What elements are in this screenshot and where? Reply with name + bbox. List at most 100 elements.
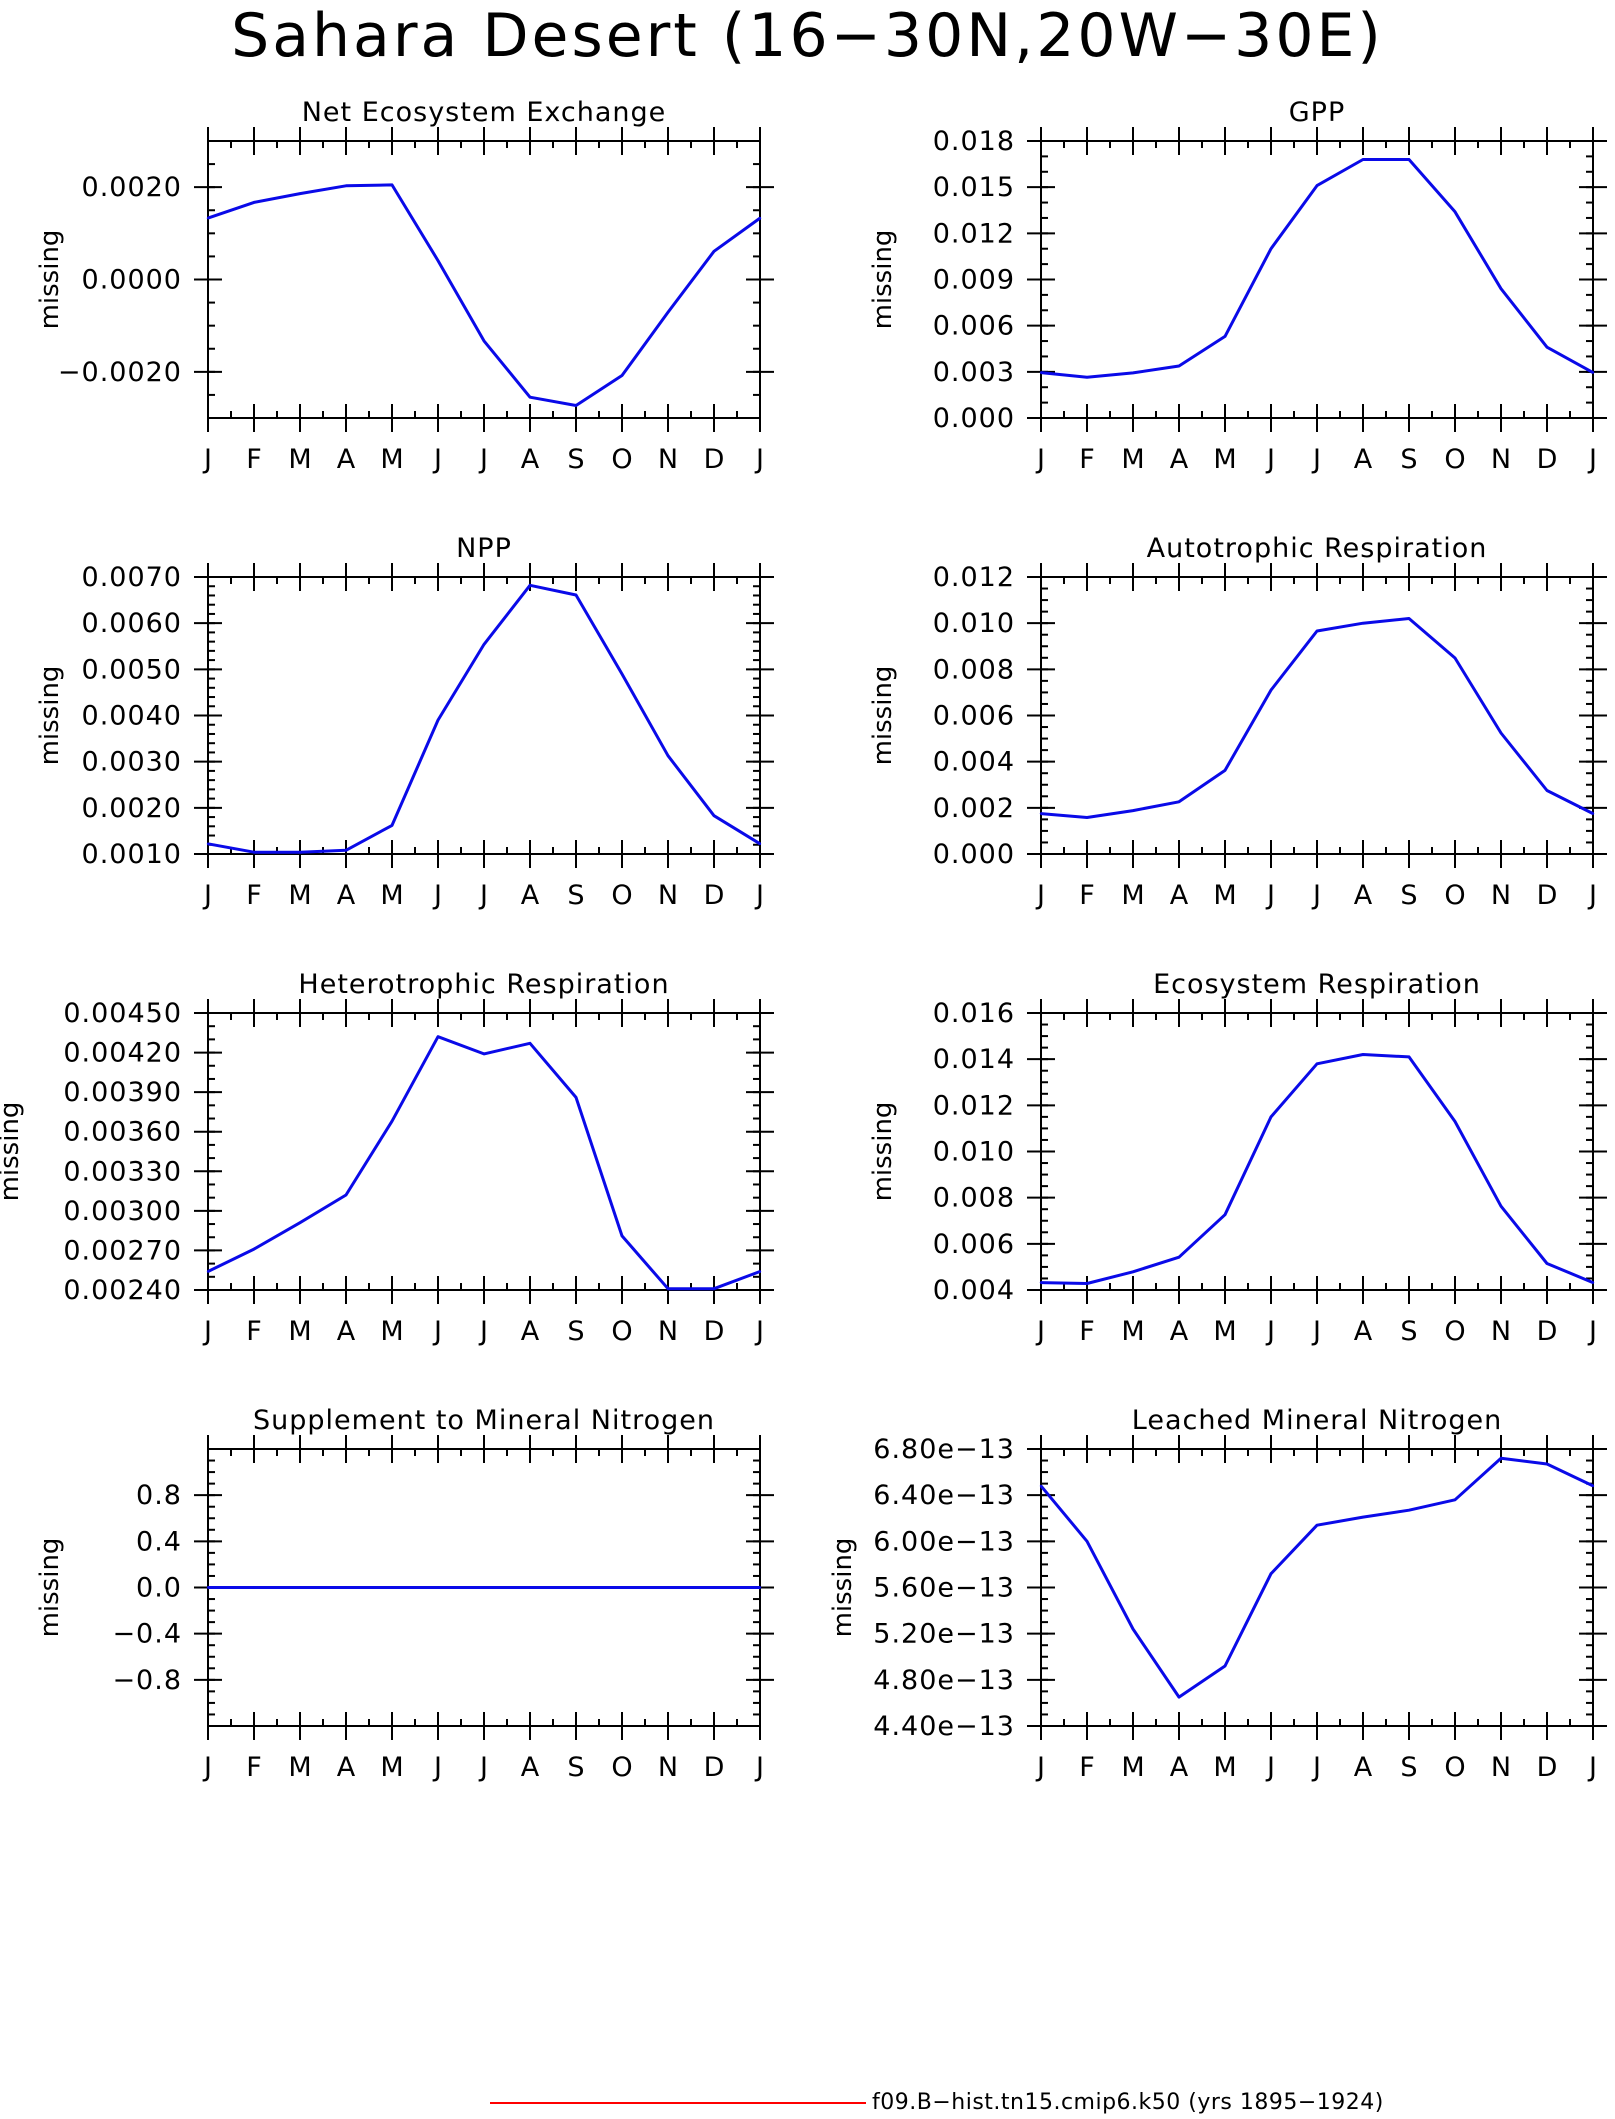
- x-tick-label: J: [1035, 444, 1045, 475]
- x-tick-label: J: [754, 444, 764, 475]
- data-point: [1039, 1281, 1043, 1284]
- series-line: [1039, 1456, 1594, 1699]
- chart-title: Ecosystem Respiration: [1153, 969, 1481, 1000]
- x-tick-label: J: [202, 1752, 212, 1783]
- y-tick-label: 0.00330: [63, 1156, 182, 1187]
- chart-title: Net Ecosystem Exchange: [302, 97, 667, 128]
- data-point: [1315, 184, 1319, 187]
- data-point: [206, 216, 210, 220]
- data-point: [1453, 1498, 1457, 1501]
- data-point: [1407, 1508, 1411, 1512]
- x-tick-label: M: [380, 444, 403, 475]
- y-tick-label: 0.00300: [63, 1196, 182, 1227]
- y-tick-label: 0.0: [136, 1573, 182, 1604]
- x-tick-label: J: [1311, 1316, 1321, 1347]
- y-tick-label: 0.006: [933, 1229, 1015, 1260]
- data-point: [1591, 812, 1595, 815]
- x-tick-label: F: [246, 1316, 262, 1347]
- x-tick-label: F: [1079, 1316, 1095, 1347]
- data-point: [574, 593, 578, 597]
- x-tick-label: M: [1121, 444, 1144, 475]
- plot-frame: [1040, 1012, 1594, 1291]
- y-tick-label: 0.012: [933, 1090, 1015, 1121]
- data-point: [206, 1270, 210, 1273]
- y-tick-label: 6.40e−13: [873, 1480, 1015, 1511]
- data-point: [1591, 1281, 1595, 1284]
- y-tick-label: 0.018: [933, 126, 1015, 157]
- y-tick-label: 0.0020: [82, 793, 182, 824]
- data-point: [1545, 346, 1549, 349]
- data-point: [1315, 1523, 1319, 1527]
- y-tick-label: 4.40e−13: [873, 1711, 1015, 1742]
- x-tick-label: J: [754, 880, 764, 911]
- data-point: [620, 1586, 624, 1589]
- y-tick-label: 0.012: [933, 218, 1015, 249]
- data-point: [1315, 629, 1319, 633]
- x-tick-label: F: [1079, 444, 1095, 475]
- data-point: [620, 374, 624, 377]
- x-tick-label: D: [704, 1316, 725, 1347]
- series-line: [207, 1035, 761, 1291]
- x-tick-label: S: [1400, 1316, 1417, 1347]
- x-tick-label: N: [1491, 880, 1511, 911]
- data-point: [390, 824, 394, 827]
- data-point: [1223, 769, 1227, 772]
- x-tick-label: D: [1537, 444, 1558, 475]
- data-point: [528, 396, 532, 399]
- series-line: [1040, 158, 1594, 379]
- data-point: [482, 643, 486, 646]
- data-point: [1177, 364, 1181, 368]
- x-tick-label: J: [432, 444, 442, 475]
- data-point: [1315, 1062, 1319, 1065]
- series-line: [207, 583, 761, 854]
- x-tick-label: D: [1537, 1752, 1558, 1783]
- chart-panel-6: Ecosystem Respiration missing 0.016 0.014 0.…: [868, 969, 1607, 1347]
- data-point: [252, 201, 256, 204]
- x-tick-label: J: [1265, 444, 1275, 475]
- x-tick-label: J: [1311, 444, 1321, 475]
- x-tick-label: S: [567, 880, 584, 911]
- x-tick-label: A: [337, 1316, 356, 1347]
- data-point: [1039, 812, 1043, 815]
- data-point: [1407, 617, 1411, 620]
- data-point: [528, 1586, 532, 1589]
- y-tick-label: 0.0030: [82, 747, 182, 778]
- data-point: [528, 1042, 532, 1045]
- y-tick-label: 0.010: [933, 1137, 1015, 1168]
- x-tick-label: A: [1354, 444, 1373, 475]
- data-point: [1269, 1572, 1273, 1575]
- data-point: [206, 1586, 210, 1589]
- data-point: [298, 192, 302, 195]
- legend-label: f09.B−hist.tn15.cmip6.k50 (yrs 1895−1924…: [872, 2090, 1384, 2115]
- x-tick-label: N: [658, 880, 678, 911]
- x-tick-label: J: [1311, 1752, 1321, 1783]
- y-tick-label: 0.00450: [63, 998, 182, 1029]
- data-point: [1223, 335, 1227, 338]
- x-tick-label: F: [246, 1752, 262, 1783]
- data-point: [574, 404, 578, 407]
- x-tick-label: D: [1537, 1316, 1558, 1347]
- data-point: [1545, 789, 1549, 792]
- data-point: [1361, 1515, 1365, 1519]
- data-point: [1039, 371, 1043, 374]
- x-tick-label: A: [521, 1752, 540, 1783]
- y-axis-label: missing: [828, 1538, 858, 1638]
- series-line: [1040, 1053, 1594, 1285]
- x-tick-label: J: [754, 1752, 764, 1783]
- x-tick-label: D: [704, 880, 725, 911]
- x-tick-label: A: [1170, 444, 1189, 475]
- x-tick-label: O: [611, 1316, 632, 1347]
- data-point: [1407, 1055, 1411, 1059]
- x-tick-label: A: [521, 1316, 540, 1347]
- data-point: [482, 1052, 486, 1056]
- data-point: [436, 1035, 440, 1038]
- data-point: [344, 1193, 348, 1197]
- x-tick-label: M: [1213, 1752, 1236, 1783]
- x-tick-label: J: [478, 1316, 488, 1347]
- x-tick-label: A: [1170, 880, 1189, 911]
- data-point: [758, 842, 762, 846]
- data-point: [344, 849, 348, 852]
- x-tick-label: J: [1035, 1752, 1045, 1783]
- chart-panel-7: Supplement to Mineral Nitrogen missing 0.8…: [35, 1405, 774, 1783]
- x-tick-label: F: [1079, 880, 1095, 911]
